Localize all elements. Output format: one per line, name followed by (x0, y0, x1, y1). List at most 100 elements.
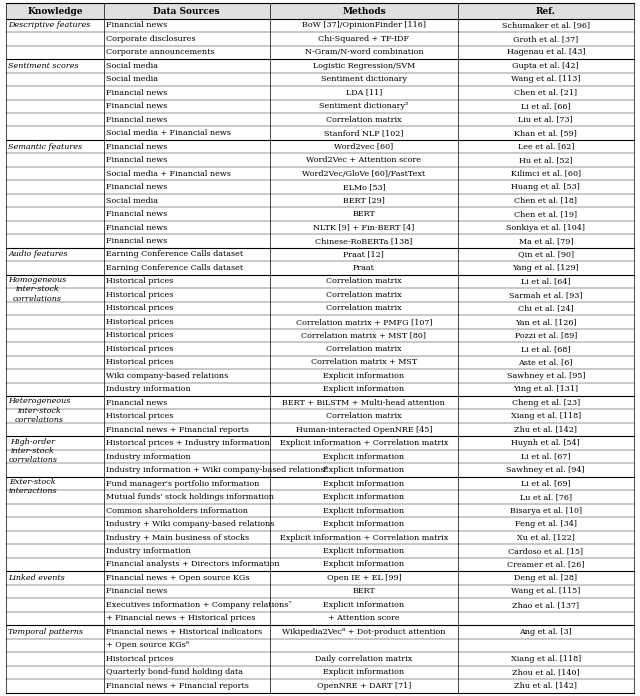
Text: Praat [12]: Praat [12] (344, 251, 385, 258)
Text: Chen et al. [21]: Chen et al. [21] (514, 89, 577, 97)
Text: ELMo [53]: ELMo [53] (342, 183, 385, 191)
Text: Correlation matrix: Correlation matrix (326, 412, 402, 420)
Text: Explicit information: Explicit information (323, 466, 404, 474)
Text: Explicit information: Explicit information (323, 452, 404, 461)
Text: Wiki company-based relations: Wiki company-based relations (106, 372, 228, 380)
Text: BERT: BERT (353, 587, 375, 596)
Text: Audio features: Audio features (8, 251, 68, 258)
Text: Chi-Squared + TF-IDF: Chi-Squared + TF-IDF (319, 35, 410, 43)
Text: Li et al. [67]: Li et al. [67] (521, 452, 570, 461)
Text: Feng et al. [34]: Feng et al. [34] (515, 520, 577, 528)
Text: Sawhney et al. [95]: Sawhney et al. [95] (506, 372, 585, 380)
Text: Li et al. [66]: Li et al. [66] (521, 102, 571, 110)
Text: Correlation matrix: Correlation matrix (326, 304, 402, 313)
Text: Xiang et al. [118]: Xiang et al. [118] (511, 412, 581, 420)
Text: Linked events: Linked events (8, 574, 65, 582)
Text: + Attention score: + Attention score (328, 615, 400, 622)
Text: Financial news: Financial news (106, 399, 167, 406)
Text: Historical prices: Historical prices (106, 291, 173, 299)
Text: Hu et al. [52]: Hu et al. [52] (519, 156, 573, 164)
Text: Mutual funds' stock holdings information: Mutual funds' stock holdings information (106, 493, 273, 501)
Text: Chen et al. [18]: Chen et al. [18] (515, 196, 577, 205)
Text: Homogeneous
inter-stock
correlations: Homogeneous inter-stock correlations (8, 276, 67, 303)
Text: Fund manager's portfolio information: Fund manager's portfolio information (106, 480, 259, 488)
Text: + Open source KGs⁹: + Open source KGs⁹ (106, 641, 189, 649)
Text: Logistic Regression/SVM: Logistic Regression/SVM (313, 62, 415, 70)
Text: NLTK [9] + Fin-BERT [4]: NLTK [9] + Fin-BERT [4] (313, 223, 415, 232)
Text: Xiang et al. [118]: Xiang et al. [118] (511, 655, 581, 663)
Text: Quarterly bond-fund holding data: Quarterly bond-fund holding data (106, 668, 243, 677)
Text: BoW [37]/OpinionFinder [116]: BoW [37]/OpinionFinder [116] (302, 22, 426, 29)
Text: LDA [11]: LDA [11] (346, 89, 382, 97)
Text: Wang et al. [115]: Wang et al. [115] (511, 587, 580, 596)
Text: Ying et al. [131]: Ying et al. [131] (513, 386, 579, 393)
Text: Yan et al. [126]: Yan et al. [126] (515, 318, 577, 326)
Text: Financial news: Financial news (106, 156, 167, 164)
Text: Historical prices: Historical prices (106, 345, 173, 353)
Text: Financial news: Financial news (106, 183, 167, 191)
Text: Word2vec [60]: Word2vec [60] (334, 143, 394, 150)
Text: Zhou et al. [140]: Zhou et al. [140] (512, 668, 580, 677)
Text: Social media: Social media (106, 196, 157, 205)
Text: Lee et al. [62]: Lee et al. [62] (518, 143, 574, 150)
Text: Explicit information: Explicit information (323, 507, 404, 514)
Text: Industry information: Industry information (106, 386, 190, 393)
Text: Li et al. [68]: Li et al. [68] (521, 345, 570, 353)
Text: Ang et al. [3]: Ang et al. [3] (520, 628, 572, 636)
Text: Historical prices: Historical prices (106, 358, 173, 366)
Text: Financial news + Financial reports: Financial news + Financial reports (106, 682, 248, 690)
Text: Correlation matrix + PMFG [107]: Correlation matrix + PMFG [107] (296, 318, 432, 326)
Text: Explicit information: Explicit information (323, 480, 404, 488)
Text: Explicit information: Explicit information (323, 547, 404, 555)
Text: Khan et al. [59]: Khan et al. [59] (515, 129, 577, 137)
Text: Industry information: Industry information (106, 547, 190, 555)
Text: Chen et al. [19]: Chen et al. [19] (514, 210, 577, 218)
Text: N-Gram/N-word combination: N-Gram/N-word combination (305, 48, 423, 56)
Text: Sawhney et al. [94]: Sawhney et al. [94] (506, 466, 585, 474)
Text: Heterogeneous
inter-stock
correlations: Heterogeneous inter-stock correlations (8, 397, 70, 424)
Text: Financial news: Financial news (106, 210, 167, 218)
Text: Sentiment dictionary: Sentiment dictionary (321, 75, 407, 84)
Text: Hagenau et al. [43]: Hagenau et al. [43] (506, 48, 585, 56)
Text: Corporate announcements: Corporate announcements (106, 48, 214, 56)
Text: Stanford NLP [102]: Stanford NLP [102] (324, 129, 404, 137)
Text: Xu et al. [122]: Xu et al. [122] (517, 534, 575, 541)
Text: Correlation matrix + MST: Correlation matrix + MST (311, 358, 417, 366)
Text: Explicit information + Correlation matrix: Explicit information + Correlation matri… (280, 439, 448, 448)
Text: Industry + Main business of stocks: Industry + Main business of stocks (106, 534, 249, 541)
Text: Pozzi et al. [89]: Pozzi et al. [89] (515, 331, 577, 340)
Text: Financial news: Financial news (106, 22, 167, 29)
Text: Deng et al. [28]: Deng et al. [28] (514, 574, 577, 582)
Text: High-order
inter-stock
correlations: High-order inter-stock correlations (8, 438, 58, 464)
Text: Historical prices: Historical prices (106, 655, 173, 663)
Text: Executives information + Company relations⁷: Executives information + Company relatio… (106, 601, 291, 609)
Text: Aste et al. [6]: Aste et al. [6] (518, 358, 573, 366)
Text: Cardoso et al. [15]: Cardoso et al. [15] (508, 547, 583, 555)
Text: Sonkiya et al. [104]: Sonkiya et al. [104] (506, 223, 586, 232)
Text: BERT: BERT (353, 210, 375, 218)
Text: Industry information + Wiki company-based relations²: Industry information + Wiki company-base… (106, 466, 328, 474)
Text: Gupta et al. [42]: Gupta et al. [42] (513, 62, 579, 70)
Text: Cheng et al. [23]: Cheng et al. [23] (511, 399, 580, 406)
Text: Semantic features: Semantic features (8, 143, 83, 150)
Text: Bisarya et al. [10]: Bisarya et al. [10] (509, 507, 582, 514)
Text: Financial news + Open source KGs: Financial news + Open source KGs (106, 574, 249, 582)
Text: Sarmah et al. [93]: Sarmah et al. [93] (509, 291, 582, 299)
Text: Kilimci et al. [60]: Kilimci et al. [60] (511, 170, 581, 177)
Text: Li et al. [69]: Li et al. [69] (521, 480, 571, 488)
Text: Financial news: Financial news (106, 587, 167, 596)
Text: Zhao et al. [137]: Zhao et al. [137] (512, 601, 579, 609)
Text: Historical prices: Historical prices (106, 304, 173, 313)
Text: Ref.: Ref. (536, 6, 556, 15)
Text: Schumaker et al. [96]: Schumaker et al. [96] (502, 22, 590, 29)
Text: Praat: Praat (353, 264, 375, 272)
Text: Human-interacted OpenNRE [45]: Human-interacted OpenNRE [45] (296, 426, 432, 434)
Text: Exter-stock
interactions: Exter-stock interactions (8, 478, 57, 496)
Text: Open IE + EL [99]: Open IE + EL [99] (326, 574, 401, 582)
Text: Liu et al. [73]: Liu et al. [73] (518, 116, 573, 124)
Text: Financial news: Financial news (106, 89, 167, 97)
Text: Correlation matrix: Correlation matrix (326, 116, 402, 124)
Text: Lu et al. [76]: Lu et al. [76] (520, 493, 572, 501)
Text: Descriptive features: Descriptive features (8, 22, 91, 29)
Text: Social media + Financial news: Social media + Financial news (106, 129, 230, 137)
